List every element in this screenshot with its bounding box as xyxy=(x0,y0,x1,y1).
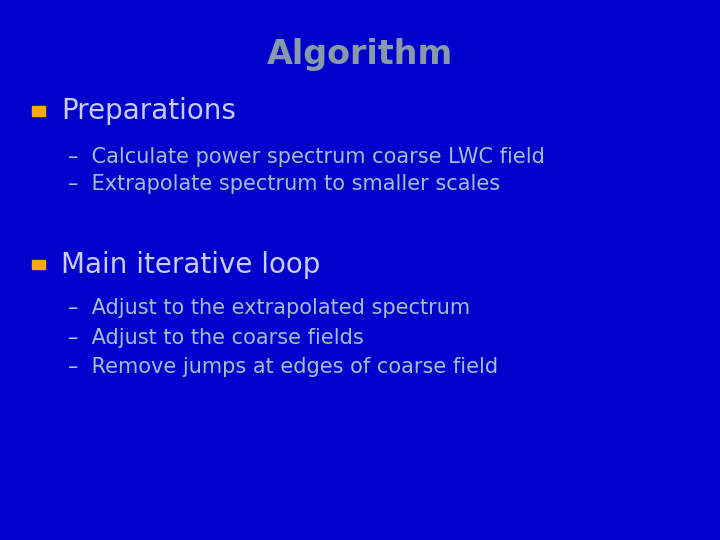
Text: –  Extrapolate spectrum to smaller scales: – Extrapolate spectrum to smaller scales xyxy=(68,173,500,194)
Text: –  Adjust to the extrapolated spectrum: – Adjust to the extrapolated spectrum xyxy=(68,298,471,318)
Text: –  Calculate power spectrum coarse LWC field: – Calculate power spectrum coarse LWC fi… xyxy=(68,146,545,167)
Bar xyxy=(32,260,45,269)
Text: Algorithm: Algorithm xyxy=(267,38,453,71)
Text: Main iterative loop: Main iterative loop xyxy=(61,251,320,279)
Text: –  Remove jumps at edges of coarse field: – Remove jumps at edges of coarse field xyxy=(68,357,498,377)
Bar xyxy=(32,106,45,116)
Text: –  Adjust to the coarse fields: – Adjust to the coarse fields xyxy=(68,327,364,348)
Text: Preparations: Preparations xyxy=(61,97,236,125)
